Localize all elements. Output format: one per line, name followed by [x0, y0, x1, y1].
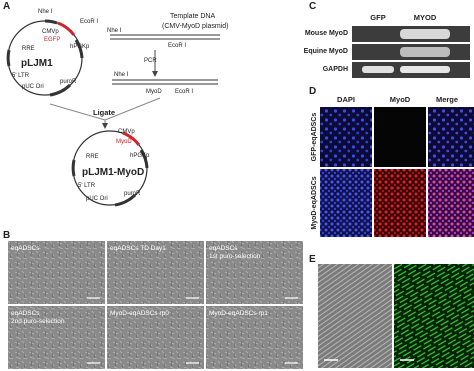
panel-label: C — [309, 1, 316, 12]
microscopy-image — [8, 241, 105, 304]
fluorescence-image — [394, 264, 474, 368]
feature-label: MyoD — [116, 139, 132, 145]
feature-label: EGFP — [44, 37, 60, 43]
feature-label: RRE — [86, 154, 99, 160]
image-label: 2nd puro-selection — [11, 318, 65, 325]
feature-label: pUC Ori — [86, 196, 108, 202]
site-label: Nhe I — [38, 9, 53, 15]
panel-label: B — [3, 230, 10, 241]
step-label: PCR — [144, 58, 157, 64]
site-label: EcoR I — [80, 19, 98, 25]
column-header: GFP — [370, 13, 385, 22]
panel-label: D — [309, 86, 316, 97]
row-label: GFP-eqADSCs — [311, 113, 318, 162]
image-label: MyoD-eqADSCs rp1 — [209, 310, 268, 317]
microscopy-image — [206, 306, 303, 369]
feature-label: CMVp — [42, 29, 59, 35]
site-label: Nhe I — [107, 28, 122, 34]
image-label: eqADSCs TD Day1 — [110, 245, 166, 252]
insert-label: MyoD — [146, 89, 162, 95]
panel-label: E — [309, 254, 316, 265]
image-label: eqADSCs — [11, 245, 40, 252]
site-label: EcoR I — [175, 89, 193, 95]
feature-label: pUC Ori — [22, 84, 44, 90]
fluorescence-image — [374, 169, 426, 237]
site-label: EcoR I — [168, 43, 186, 49]
microscopy-image — [107, 306, 204, 369]
feature-label: puroR — [124, 191, 141, 197]
feature-label: CMVp — [118, 129, 135, 135]
feature-label: puroR — [60, 79, 77, 85]
image-label: 1st puro-selection — [209, 253, 261, 260]
plasmid-name: pLJM1-MyoD — [82, 167, 144, 178]
plasmid-map — [71, 130, 149, 207]
microscopy-image — [8, 306, 105, 369]
fluorescence-image — [320, 169, 372, 237]
column-header: DAPI — [337, 95, 355, 104]
fluorescence-image — [428, 169, 474, 237]
fluorescence-image — [320, 107, 372, 167]
feature-label: RRE — [22, 46, 35, 52]
feature-label: 5' LTR — [12, 73, 30, 79]
template-subtitle: (CMV-MyoD plasmid) — [162, 23, 229, 30]
plasmid-map — [6, 19, 84, 97]
microscopy-image — [206, 241, 303, 304]
row-label: GAPDH — [323, 66, 348, 73]
template-title: Template DNA — [170, 13, 215, 20]
feature-label: hPGKp — [70, 44, 90, 50]
phase-image — [318, 264, 392, 368]
site-label: Nhe I — [114, 72, 129, 78]
column-header: Merge — [436, 95, 458, 104]
image-label: eqADSCs — [209, 245, 238, 252]
gel — [352, 26, 470, 78]
plasmid-name: pLJM1 — [21, 58, 53, 69]
feature-label: 5' LTR — [78, 183, 96, 189]
row-label: Equine MyoD — [304, 48, 348, 55]
image-label: MyoD-eqADSCs rp0 — [110, 310, 169, 317]
connector — [104, 97, 161, 121]
feature-label: hPGKp — [130, 153, 150, 159]
microscopy-image — [107, 241, 204, 304]
column-header: MYOD — [414, 13, 437, 22]
image-label: eqADSCs — [11, 310, 40, 317]
connector — [49, 103, 106, 121]
panel-label: A — [3, 1, 10, 12]
fluorescence-image — [374, 107, 426, 167]
column-header: MyoD — [390, 95, 411, 104]
fluorescence-image — [428, 107, 474, 167]
row-label: Mouse MyoD — [305, 30, 348, 37]
step-label: Ligate — [93, 108, 115, 117]
row-label: MyoD-eqADSCs — [311, 176, 318, 229]
